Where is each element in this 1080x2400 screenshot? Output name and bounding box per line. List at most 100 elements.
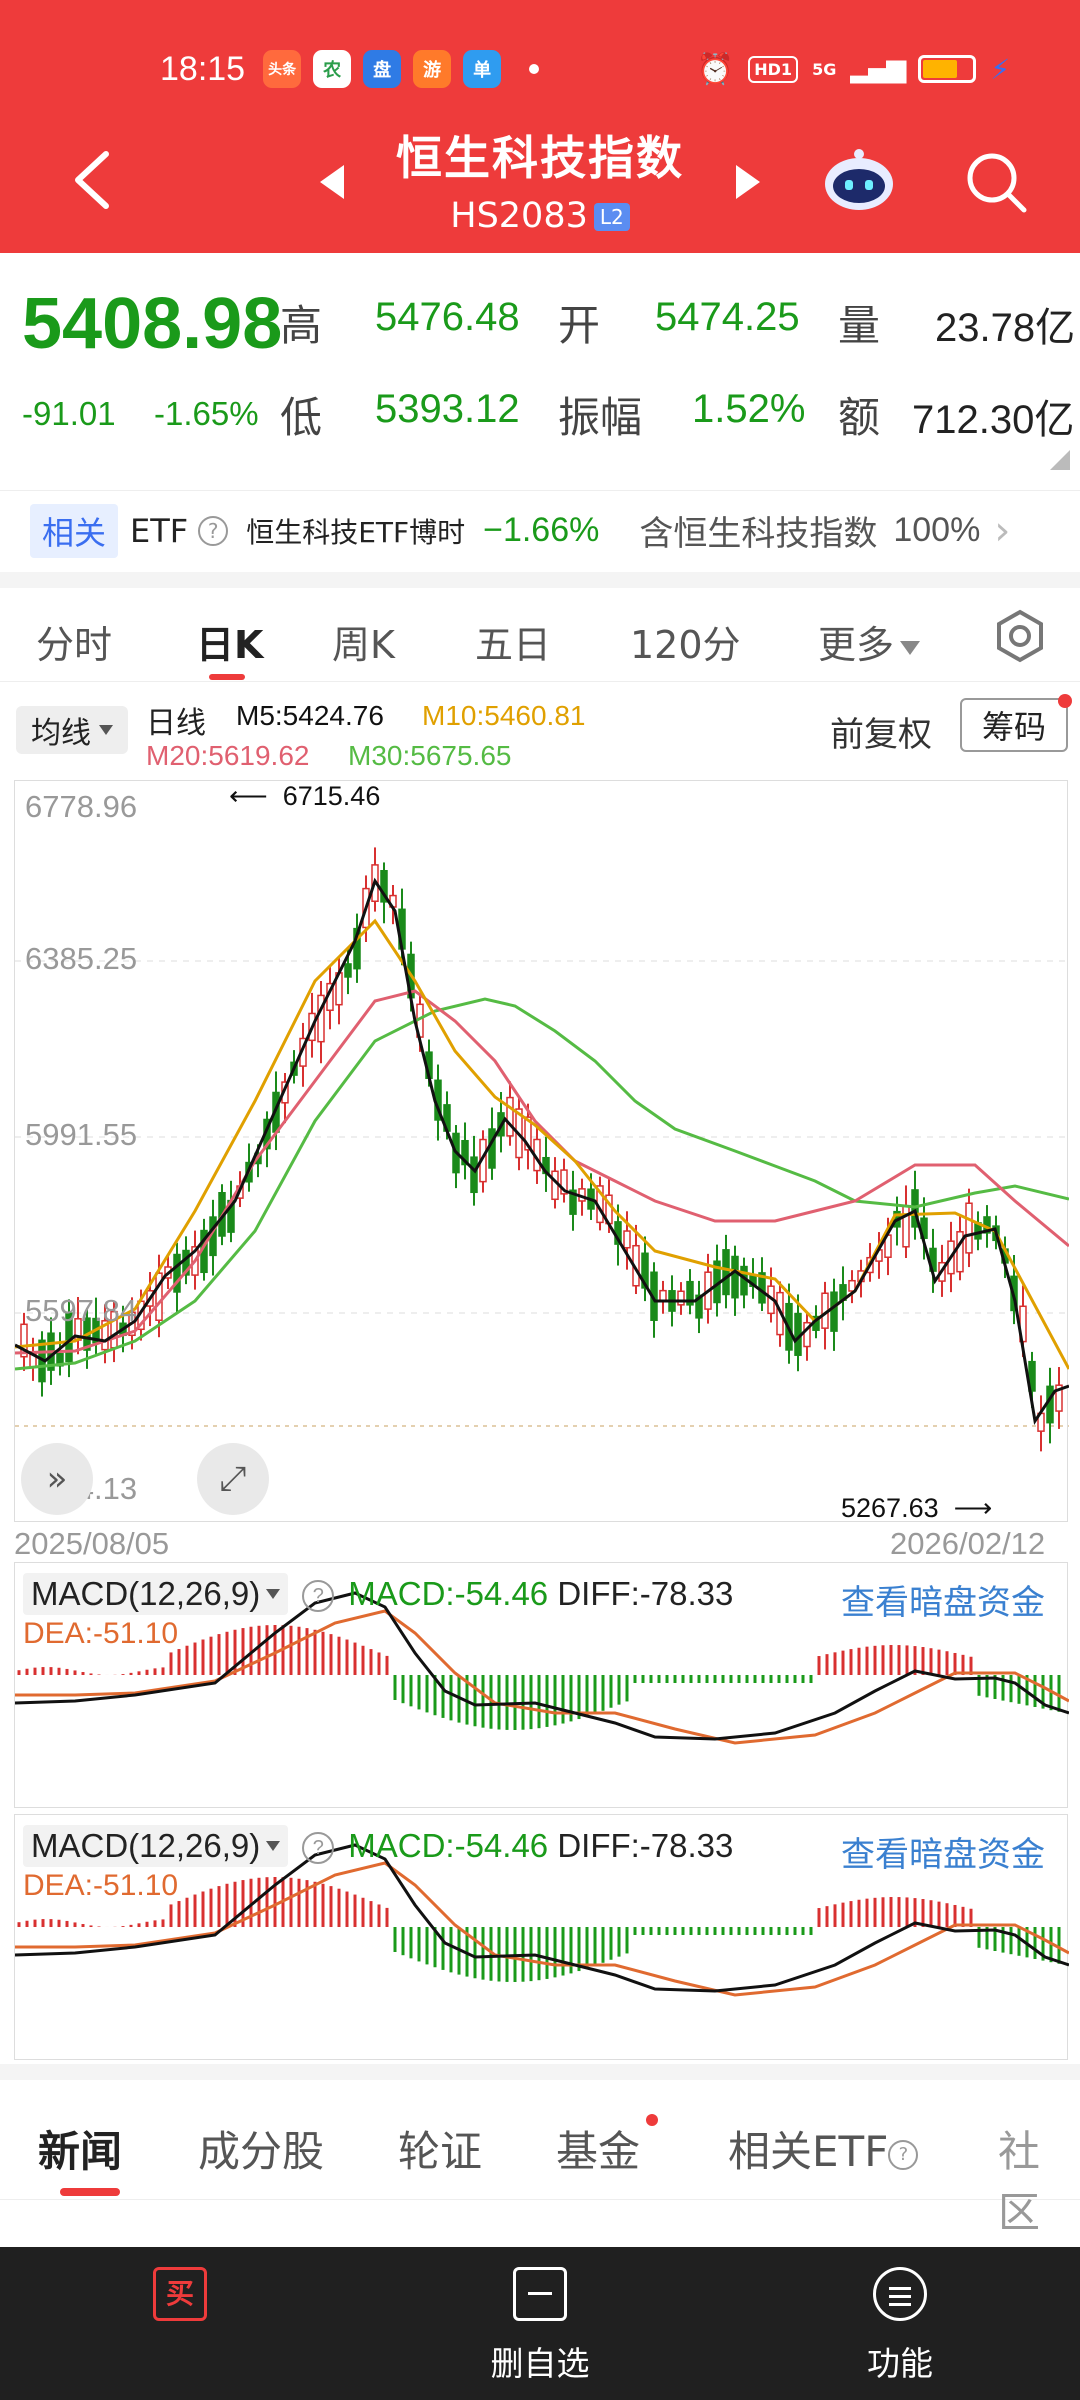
notification-dot: [1058, 694, 1072, 708]
dark-pool-funds-link[interactable]: 查看暗盘资金: [841, 1835, 1045, 1875]
candle-body: [560, 1169, 568, 1195]
candle-body: [803, 1321, 811, 1348]
y-axis-label: 5597.84: [25, 1293, 138, 1328]
notification-dot: [646, 2114, 658, 2126]
y-axis-label: 5991.55: [25, 1117, 138, 1152]
help-icon[interactable]: ?: [198, 515, 229, 546]
etf-includes: 含恒生科技指数: [639, 514, 878, 554]
previous-stock-button[interactable]: [320, 165, 344, 199]
expand-quote-corner[interactable]: [1050, 450, 1070, 470]
candle-body: [641, 1252, 649, 1289]
high-label: 高: [280, 301, 323, 350]
robot-assistant-icon[interactable]: [822, 148, 896, 212]
buy-button[interactable]: 买: [80, 2267, 280, 2329]
chevron-right-icon[interactable]: ›: [994, 507, 1011, 554]
app-header: 18:15 头条 农 盘 游 单 ⏰ HD1 5G ▂▄▆ ⚡ 恒生科技指数 H…: [0, 0, 1080, 253]
candle-body: [461, 1139, 469, 1166]
candle-body: [677, 1290, 685, 1306]
tab-more[interactable]: 更多: [818, 614, 921, 669]
fullscreen-icon[interactable]: ⤢: [197, 1443, 269, 1515]
volume-label: 量: [838, 301, 881, 350]
battery-icon: [918, 55, 977, 83]
menu-icon: [873, 2267, 927, 2321]
tab-weekly-k[interactable]: 周K: [332, 623, 395, 667]
tab-intraday[interactable]: 分时: [36, 623, 113, 667]
candle-body: [353, 927, 361, 970]
macd-indicator-select[interactable]: MACD(12,26,9): [23, 1825, 289, 1867]
help-icon[interactable]: ?: [302, 1832, 335, 1865]
start-date: 2025/08/05: [14, 1526, 170, 1561]
page-title: 恒生科技指数: [396, 131, 684, 185]
remove-watchlist-button[interactable]: 删自选: [440, 2267, 640, 2385]
chart-period-tabs: 分时 日K 周K 五日 120分 更多: [0, 592, 1080, 682]
macd-panel[interactable]: MACD(12,26,9)? MACD:-54.46 DIFF:-78.33 DE…: [14, 1814, 1069, 2060]
end-date: 2026/02/12: [890, 1526, 1046, 1561]
tab-daily-k[interactable]: 日K: [196, 623, 264, 667]
level2-badge: L2: [593, 203, 630, 231]
tab-120-min[interactable]: 120分: [630, 623, 741, 667]
bottom-action-bar: 买 删自选 功能: [0, 2247, 1080, 2400]
functions-button[interactable]: 功能: [800, 2267, 1000, 2385]
moving-averages: [15, 877, 1069, 1425]
chart-settings-icon[interactable]: [992, 608, 1048, 664]
ma-select-label: 均线: [31, 716, 91, 751]
section-divider: [0, 2064, 1080, 2080]
etf-weight: 100%: [893, 511, 981, 549]
dark-pool-funds-link[interactable]: 查看暗盘资金: [841, 1583, 1045, 1623]
diff-value: DIFF:-78.33: [557, 1575, 734, 1612]
etf-label: ETF: [130, 511, 189, 550]
kline-chart[interactable]: 6778.96 6385.25 5991.55 5597.84 5204.13 …: [14, 780, 1069, 1523]
ma10-value: M10:5460.81: [422, 700, 586, 731]
tab-five-day[interactable]: 五日: [475, 623, 552, 667]
help-icon[interactable]: ?: [302, 1580, 335, 1613]
candle-body: [470, 1156, 478, 1194]
tab-news[interactable]: 新闻: [38, 2127, 123, 2176]
diff-value: DIFF:-78.33: [557, 1827, 734, 1864]
chip-distribution-button[interactable]: 筹码: [960, 694, 1072, 752]
etf-name[interactable]: 恒生科技ETF博时: [246, 515, 466, 549]
tab-warrants[interactable]: 轮证: [398, 2127, 483, 2176]
tab-community[interactable]: 社区: [998, 2127, 1041, 2237]
next-stock-button[interactable]: [736, 165, 760, 199]
candle-body: [317, 994, 325, 1043]
more-notifications-dot: [529, 64, 540, 74]
price-adjust-mode[interactable]: 前复权: [830, 715, 932, 755]
candle-body: [686, 1280, 694, 1306]
open-value: 5474.25: [655, 295, 800, 339]
info-tabs: 新闻 成分股 轮证 基金 相关ETF? 社区: [0, 2080, 1080, 2237]
macd-histogram: [17, 1625, 1061, 1730]
back-arrow-icon[interactable]: [70, 148, 114, 212]
dropdown-arrow-icon: [99, 725, 113, 735]
functions-label: 功能: [867, 2344, 933, 2383]
high-point-annotation: ⟵ 6715.46: [229, 781, 380, 812]
high-point-value: 6715.46: [282, 781, 381, 811]
candlesticks: [20, 847, 1063, 1452]
search-icon[interactable]: [962, 148, 1030, 216]
macd-chart: [15, 1591, 1069, 1745]
current-price: 5408.98: [22, 284, 283, 364]
remove-watchlist-icon: [513, 2267, 567, 2321]
fast-forward-icon[interactable]: »: [21, 1443, 93, 1515]
signal-icon: ▂▄▆: [850, 54, 906, 84]
low-value: 5393.12: [375, 387, 520, 431]
tab-related-etf[interactable]: 相关ETF?: [728, 2118, 919, 2179]
macd-panel[interactable]: MACD(12,26,9)? MACD:-54.46 DIFF:-78.33 DE…: [14, 1562, 1069, 1808]
candle-body: [488, 1128, 496, 1169]
macd-value: MACD:-54.46: [348, 1827, 549, 1864]
remove-watchlist-label: 删自选: [490, 2344, 590, 2383]
candle-body: [848, 1279, 856, 1292]
macd-indicator-select[interactable]: MACD(12,26,9): [23, 1573, 289, 1615]
tab-constituents[interactable]: 成分股: [198, 2127, 325, 2176]
etf-change: −1.66%: [483, 511, 600, 549]
ma-indicator-select[interactable]: 均线: [16, 706, 128, 754]
macd-select-label: MACD(12,26,9): [31, 1575, 261, 1612]
tab-more-label: 更多: [818, 623, 895, 667]
volume-value: 23.78亿: [935, 306, 1076, 350]
related-etf-bar[interactable]: 相关 ETF ? 恒生科技ETF博时 −1.66% 含恒生科技指数 100% ›: [0, 490, 1080, 570]
macd-select-label: MACD(12,26,9): [31, 1827, 261, 1864]
macd-header: MACD(12,26,9)? MACD:-54.46 DIFF:-78.33: [23, 1825, 733, 1867]
macd-histogram: [17, 1877, 1061, 1982]
amplitude-label: 振幅: [558, 393, 643, 442]
dropdown-arrow-icon: [266, 1589, 281, 1599]
tab-funds[interactable]: 基金: [556, 2127, 641, 2176]
